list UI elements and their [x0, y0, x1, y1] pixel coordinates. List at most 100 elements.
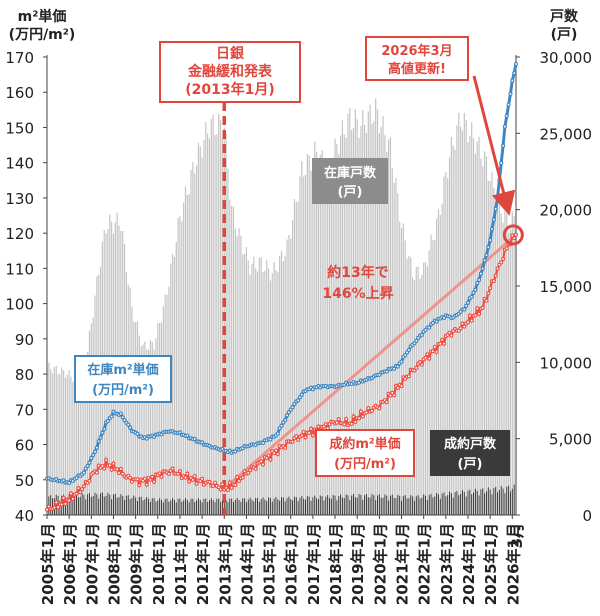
price-marker [135, 431, 140, 436]
contract-units-bar [336, 500, 338, 515]
price-marker [118, 466, 123, 472]
price-marker [406, 347, 411, 353]
price-marker [63, 501, 68, 506]
right-tick-label: 15,000 [540, 278, 593, 296]
inventory-units-bar [408, 255, 410, 516]
inventory-units-bar [469, 135, 471, 516]
price-marker [185, 471, 190, 476]
contract-units-bar [181, 501, 183, 515]
inventory-units-bar [199, 146, 201, 515]
contract-units-bar [290, 499, 292, 515]
contract-units-bar [186, 499, 188, 515]
left-tick-label: 150 [5, 119, 34, 137]
contract-units-bar [214, 502, 216, 515]
price-marker [144, 482, 149, 487]
contract-units-bar [144, 499, 146, 515]
inventory-units-bar [441, 203, 443, 515]
inventory-units-bar [315, 151, 318, 515]
price-marker [296, 437, 301, 442]
contract-units-bar [308, 496, 310, 515]
inventory-units-bar [240, 235, 242, 515]
contract-units-bar [249, 497, 251, 515]
inventory-units-bar [327, 162, 329, 515]
contract-units-bar [197, 498, 199, 515]
inventory-units-bar [484, 151, 486, 515]
inventory-units-bar [314, 141, 316, 515]
contract-units-bar [423, 494, 425, 515]
price-marker [227, 480, 232, 485]
inventory-units-bar [133, 322, 135, 515]
inventory-units-bar [238, 228, 240, 515]
inventory-units-bar [397, 193, 399, 515]
contract-units-bar [415, 496, 417, 515]
price-marker [70, 496, 75, 501]
inventory-units-bar [358, 137, 360, 515]
price-marker [477, 277, 482, 282]
price-marker [187, 479, 192, 484]
inventory-units-bar [135, 322, 137, 515]
inventory-units-bar [493, 187, 495, 515]
price-marker [87, 460, 92, 465]
inventory-units-bar [153, 349, 155, 515]
price-marker [384, 369, 389, 374]
inventory-units-bar [306, 154, 308, 515]
price-marker [290, 405, 295, 410]
contract-units-bar [465, 496, 467, 515]
inventory-units-bar [208, 138, 211, 515]
price-marker [268, 457, 273, 462]
contract-units-bar [109, 494, 111, 515]
contract-units-label-2: (戸) [458, 457, 483, 472]
x-tick-label: 2018年1月 [327, 523, 345, 605]
price-marker [170, 466, 175, 471]
inventory-units-bar [293, 198, 296, 516]
inventory-units-bar [406, 258, 408, 515]
contract-units-bar [476, 490, 478, 515]
price-marker [104, 458, 109, 463]
inventory-units-bar [231, 205, 233, 515]
inventory-units-bar [304, 174, 307, 515]
x-tick-label: 2006年1月 [61, 523, 79, 605]
contract-units-bar [461, 490, 463, 515]
inventory-units-bar [59, 374, 61, 515]
contract-units-bar [480, 489, 482, 515]
price-marker [384, 400, 389, 405]
inventory-units-bar [173, 256, 176, 515]
price-marker [229, 485, 234, 490]
price-marker [462, 324, 467, 329]
inventory-units-bar [415, 267, 417, 515]
inventory-units-bar [502, 222, 504, 515]
inventory-units-bar [280, 250, 283, 515]
price-marker [344, 417, 349, 422]
inventory-units-bar [352, 127, 355, 515]
contract-units-bar [389, 495, 391, 515]
contract-units-bar [138, 497, 140, 515]
contract-units-bar [87, 494, 89, 515]
price-marker [80, 487, 85, 492]
contract-units-bar [279, 500, 281, 515]
price-marker [54, 500, 59, 505]
price-marker [301, 429, 306, 435]
contract-units-bar [159, 498, 161, 515]
contract-units-bar [68, 494, 70, 515]
contract-units-bar [98, 498, 100, 515]
inventory-units-bar [412, 277, 414, 515]
inventory-units-bar [51, 373, 54, 515]
inventory-units-bar [482, 166, 484, 515]
price-marker [369, 408, 375, 413]
inventory-units-bar [245, 247, 248, 515]
left-tick-label: 40 [15, 507, 34, 525]
inventory-units-bar [197, 142, 200, 515]
price-marker [52, 505, 57, 510]
contract-units-bar [364, 495, 366, 515]
price-marker [334, 420, 339, 425]
inventory-units-bar [243, 253, 246, 516]
price-marker [176, 471, 181, 476]
price-marker [469, 318, 474, 323]
contract-units-bar [360, 494, 362, 515]
contract-units-bar [434, 496, 436, 515]
inventory-units-bar [384, 135, 386, 515]
inventory-units-bar [140, 346, 142, 515]
contract-units-bar [406, 498, 408, 515]
price-marker [353, 419, 358, 424]
inventory-units-bar [146, 349, 148, 515]
